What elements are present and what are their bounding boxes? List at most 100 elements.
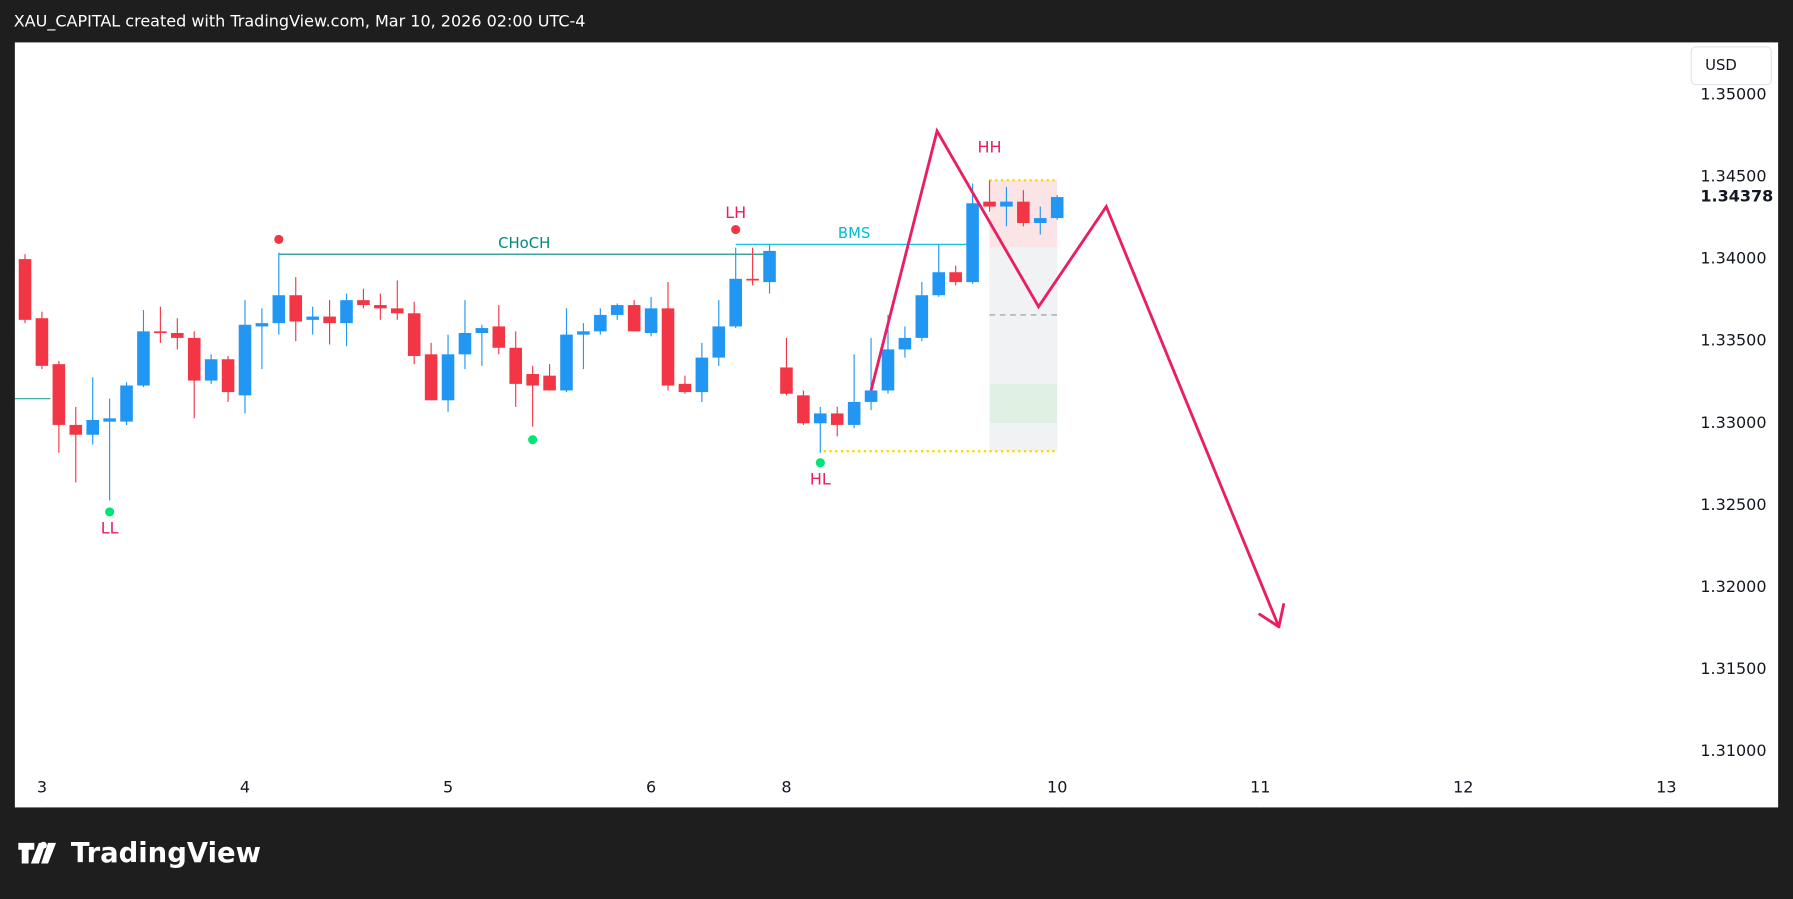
last-price-label: 1.34378: [1700, 187, 1773, 206]
candle-body: [374, 305, 387, 309]
zone: [989, 383, 1058, 424]
logo-mark: [41, 842, 57, 864]
candle-body: [458, 332, 472, 355]
candle-body: [52, 364, 66, 425]
candle-body: [526, 374, 539, 386]
candle-body: [797, 395, 810, 424]
x-tick-label: 8: [781, 777, 791, 796]
x-tick-label: 3: [37, 777, 47, 796]
candle-body: [204, 359, 218, 381]
y-tick-label: 1.32500: [1700, 495, 1766, 514]
y-tick-label: 1.31500: [1700, 659, 1766, 678]
candle-body: [915, 295, 929, 338]
brand-logo: [18, 841, 57, 864]
pivot-dot: [731, 224, 741, 235]
x-tick-label: 12: [1453, 777, 1473, 796]
candle-body: [898, 337, 912, 350]
candle-body: [780, 367, 793, 394]
y-tick-label: 1.34500: [1700, 167, 1766, 186]
y-tick-label: 1.33500: [1700, 331, 1766, 350]
logo-dot: [40, 841, 47, 849]
candle-body: [390, 308, 404, 314]
y-tick-label: 1.35000: [1700, 84, 1766, 103]
logo-mark: [18, 842, 46, 864]
candle-body: [678, 383, 692, 393]
header: XAU_CAPITAL created with TradingView.com…: [14, 11, 586, 31]
pivot-dot: [274, 234, 284, 244]
candle-body: [695, 357, 709, 393]
candle-body: [661, 308, 675, 386]
brand: TradingView: [71, 838, 261, 869]
candle-body: [340, 300, 353, 324]
candle-body: [1050, 197, 1064, 219]
x-tick-label: 4: [240, 777, 250, 796]
currency: USD: [1705, 56, 1737, 74]
candle-body: [509, 347, 523, 384]
candle-body: [154, 331, 167, 334]
zone: [989, 423, 1058, 452]
x-tick-label: 11: [1250, 777, 1270, 796]
candle-body: [171, 332, 184, 338]
candle-body: [627, 305, 641, 332]
candle-body: [103, 418, 116, 422]
candle-body: [1000, 201, 1013, 207]
candle-body: [1033, 218, 1047, 223]
y-tick-label: 1.33000: [1700, 413, 1766, 432]
candle-body: [289, 295, 303, 322]
candle-body: [949, 272, 962, 283]
pivot-dot: [105, 507, 115, 517]
x-tick-label: 6: [646, 777, 656, 796]
arrow-head: [1277, 603, 1286, 629]
y-tick-label: 1.31000: [1700, 741, 1766, 760]
candle-body: [746, 278, 759, 281]
x-tick-label: 10: [1047, 777, 1067, 796]
candle-body: [729, 278, 742, 327]
candle-body: [475, 328, 489, 333]
candle-body: [187, 337, 201, 381]
candle-body: [323, 316, 336, 324]
candle-body: [644, 308, 658, 333]
candle-body: [864, 390, 878, 402]
x-tick-label: 5: [443, 777, 453, 796]
plot-area: [14, 42, 1779, 808]
candle-body: [881, 349, 895, 391]
candle-body: [830, 413, 844, 425]
candle-body: [357, 300, 370, 306]
candle-body: [407, 313, 421, 356]
pivot-dot: [528, 435, 538, 445]
candle-body: [255, 323, 269, 327]
pivot-label: HL: [810, 469, 831, 488]
candle-body: [847, 401, 861, 425]
candle-body: [492, 326, 506, 348]
plot: 1.35000 1.34500 1.34000 1.33500 1.33000 1.325…: [14, 84, 1773, 808]
candle-body: [594, 314, 607, 332]
y-tick-label: 1.34000: [1700, 249, 1766, 268]
candle-body: [35, 318, 49, 366]
pivot-label: HH: [977, 137, 1001, 156]
pivot-dot: [815, 458, 825, 468]
pivot-label: LL: [101, 519, 119, 538]
candle-body: [932, 272, 946, 296]
candle-body: [560, 334, 573, 391]
candle-body: [763, 250, 776, 283]
x-tick-label: 13: [1656, 777, 1676, 796]
candle-body: [221, 359, 235, 393]
candle-body: [814, 413, 827, 424]
candle-body: [86, 419, 99, 435]
currency-box: [1690, 46, 1772, 86]
candle-body: [306, 316, 319, 320]
candle-body: [272, 295, 286, 324]
structure-label: BMS: [838, 224, 870, 242]
structure-label: CHoCH: [498, 234, 550, 252]
candle-body: [610, 305, 624, 315]
candle-body: [712, 326, 726, 358]
candle-body: [1017, 201, 1030, 223]
candle-body: [966, 203, 979, 283]
candle-body: [543, 375, 556, 391]
projection-path: [869, 127, 1281, 628]
candle-body: [577, 331, 590, 335]
candle-body: [983, 201, 996, 207]
y-tick-label: 1.32000: [1700, 577, 1766, 596]
